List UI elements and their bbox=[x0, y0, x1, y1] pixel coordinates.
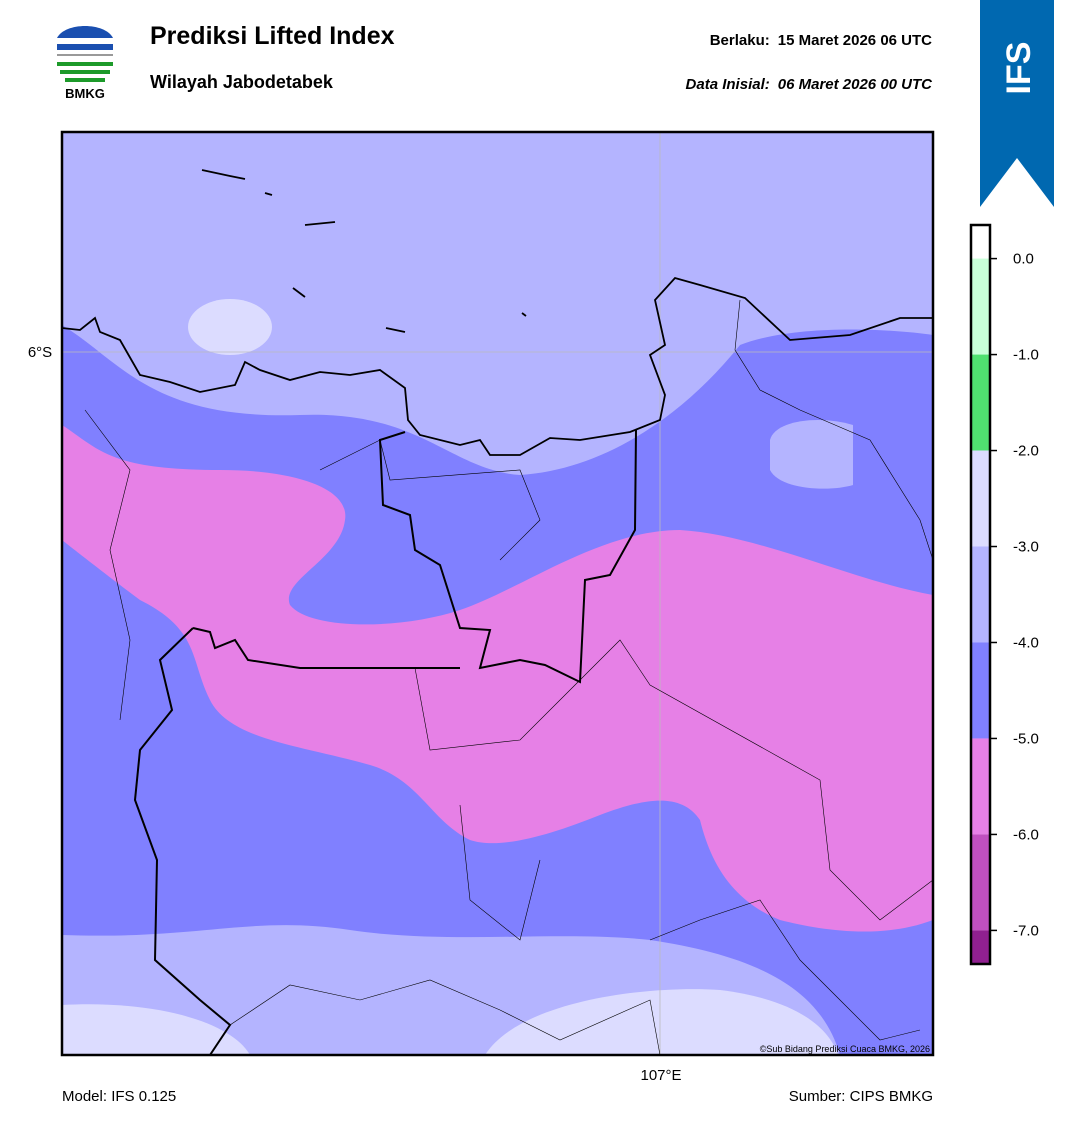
colorbar-segment bbox=[971, 450, 990, 547]
badge bbox=[980, 0, 1054, 207]
colorbar-segment bbox=[971, 834, 990, 931]
colorbar-segment bbox=[971, 258, 990, 355]
init: Data Inisial: 06 Maret 2026 00 UTC bbox=[686, 76, 934, 93]
footer-source: Sumber: CIPS BMKG bbox=[789, 1088, 933, 1105]
colorbar-frame bbox=[969, 223, 992, 966]
footer-model: Model: IFS 0.125 bbox=[62, 1088, 176, 1105]
map-field bbox=[62, 132, 933, 1055]
colorbar-segment bbox=[971, 354, 990, 451]
logo: BMKG bbox=[57, 26, 113, 101]
colorbar-tick-label: -2.0 bbox=[1013, 443, 1039, 460]
colorbar-segment bbox=[971, 930, 990, 964]
colorbar-tick-label: -6.0 bbox=[1013, 826, 1039, 843]
colorbar-segment bbox=[971, 546, 990, 643]
logo-text: BMKG bbox=[65, 86, 105, 101]
lon-label: 107°E bbox=[640, 1067, 681, 1084]
colorbar: 0.0 -1.0 -2.0 -3.0 -4.0 -5.0 -6.0 -7.0 bbox=[969, 223, 1039, 966]
valid: Berlaku: 15 Maret 2026 06 UTC bbox=[710, 32, 932, 49]
map-frame bbox=[60, 130, 935, 1057]
colorbar-tick-label: -5.0 bbox=[1013, 730, 1039, 747]
subtitle: Wilayah Jabodetabek bbox=[150, 72, 334, 92]
init-label: Data Inisial: bbox=[686, 76, 770, 93]
copyright: ©Sub Bidang Prediksi Cuaca BMKG, 2026 bbox=[760, 1044, 930, 1054]
colorbar-segment bbox=[971, 642, 990, 739]
colorbar-tick-label: 0.0 bbox=[1013, 251, 1034, 268]
colorbar-tick-label: -1.0 bbox=[1013, 347, 1039, 364]
colorbar-tick-label: -4.0 bbox=[1013, 634, 1039, 651]
init-time: 06 Maret 2026 00 UTC bbox=[778, 76, 933, 93]
badge-text: IFS bbox=[1000, 42, 1038, 95]
colorbar-segment bbox=[971, 738, 990, 835]
colorbar-segment bbox=[971, 225, 990, 259]
title: Prediksi Lifted Index bbox=[150, 22, 395, 50]
valid-time: 15 Maret 2026 06 UTC bbox=[778, 32, 932, 49]
colorbar-tick-label: -7.0 bbox=[1013, 922, 1039, 939]
valid-label: Berlaku: bbox=[710, 32, 770, 49]
lat-label: 6°S bbox=[28, 344, 52, 361]
colorbar-tick-label: -3.0 bbox=[1013, 539, 1039, 556]
